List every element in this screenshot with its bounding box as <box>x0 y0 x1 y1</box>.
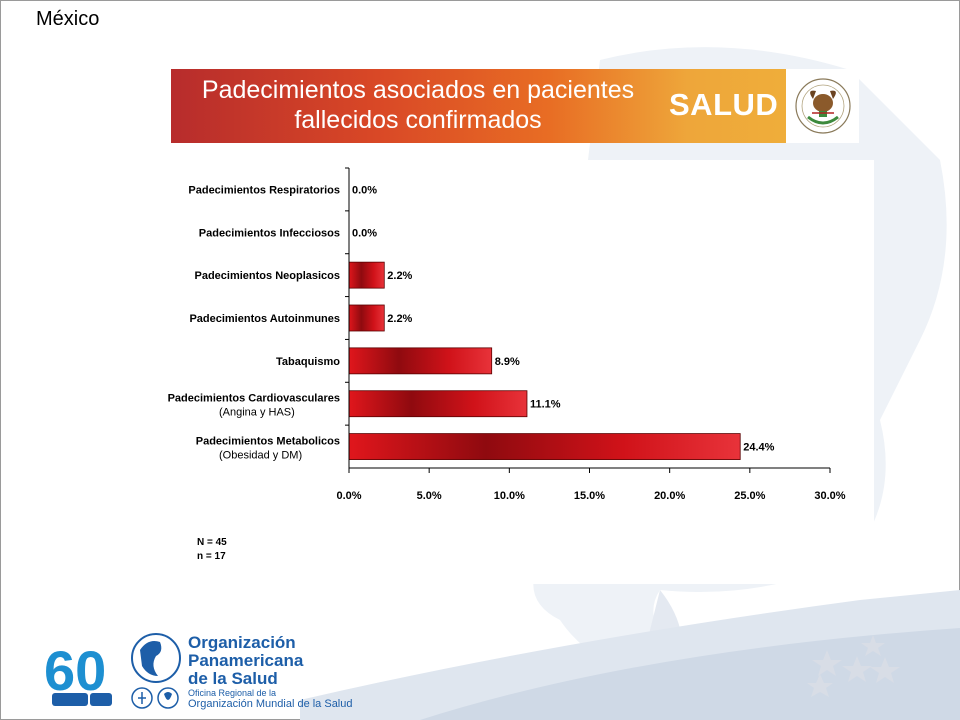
x-tick-label-2: 10.0% <box>494 490 525 502</box>
x-tick-label-3: 15.0% <box>574 490 605 502</box>
who-sub-line1: Oficina Regional de la <box>188 688 277 698</box>
category-label-2: Padecimientos Neoplasicos <box>195 270 341 282</box>
x-tick-label-4: 20.0% <box>654 490 685 502</box>
data-label-3: 2.2% <box>387 313 412 325</box>
banner-title-line2: fallecidos confirmados <box>294 106 542 134</box>
bar-6 <box>348 433 741 460</box>
bar-4 <box>348 347 493 375</box>
data-label-1: 0.0% <box>352 227 377 239</box>
category-label-3: Padecimientos Autoinmunes <box>189 313 340 325</box>
category-label-6: Padecimientos Metabolicos <box>196 436 340 448</box>
paho-globe-icon <box>131 633 181 709</box>
banner-title-line1: Padecimientos asociados en pacientes <box>201 76 635 104</box>
x-tick-label-5: 25.0% <box>734 490 765 502</box>
category-label-1: Padecimientos Infecciosos <box>199 227 340 239</box>
plot-panel <box>172 160 874 584</box>
paho-name-line1: Organización <box>188 633 296 652</box>
mexican-coat-of-arms-icon <box>795 78 851 134</box>
country-title: México <box>36 8 100 30</box>
anniversary-number: 60 <box>44 639 106 702</box>
bar-3 <box>348 304 385 332</box>
data-label-5: 11.1% <box>530 399 561 411</box>
who-regional-office: Oficina Regional de la Organización Mund… <box>188 688 353 710</box>
bar-5 <box>348 390 528 418</box>
paho-name-line3: de la Salud <box>188 669 278 688</box>
paho-name: Organización Panamericana de la Salud <box>188 634 303 688</box>
data-label-4: 8.9% <box>495 356 520 368</box>
category-label-0: Padecimientos Respiratorios <box>188 184 340 196</box>
bar-2 <box>348 261 385 289</box>
category-sublabel-6: (Obesidad y DM) <box>219 450 302 462</box>
x-tick-label-1: 5.0% <box>417 490 442 502</box>
category-sublabel-5: (Angina y HAS) <box>219 407 295 419</box>
paho-name-line2: Panamericana <box>188 651 304 670</box>
data-label-2: 2.2% <box>387 270 412 282</box>
who-sub-line2: Organización Mundial de la Salud <box>188 698 353 710</box>
x-tick-label-0: 0.0% <box>336 490 361 502</box>
paho-60-logo: 60 <box>44 639 112 706</box>
salud-brand: SALUD <box>669 87 779 122</box>
category-label-4: Tabaquismo <box>276 356 340 368</box>
total-count-note: N = 45 <box>197 537 227 548</box>
title-banner: Padecimientos asociados en pacientes fal… <box>171 69 859 143</box>
category-label-5: Padecimientos Cardiovasculares <box>168 393 340 405</box>
x-tick-label-6: 30.0% <box>814 490 845 502</box>
data-label-6: 24.4% <box>743 442 774 454</box>
seal-box <box>786 69 859 143</box>
sample-count-note: n = 17 <box>197 551 226 562</box>
banner-title: Padecimientos asociados en pacientes fal… <box>171 75 665 135</box>
data-label-0: 0.0% <box>352 184 377 196</box>
stars-decoration <box>807 635 900 697</box>
